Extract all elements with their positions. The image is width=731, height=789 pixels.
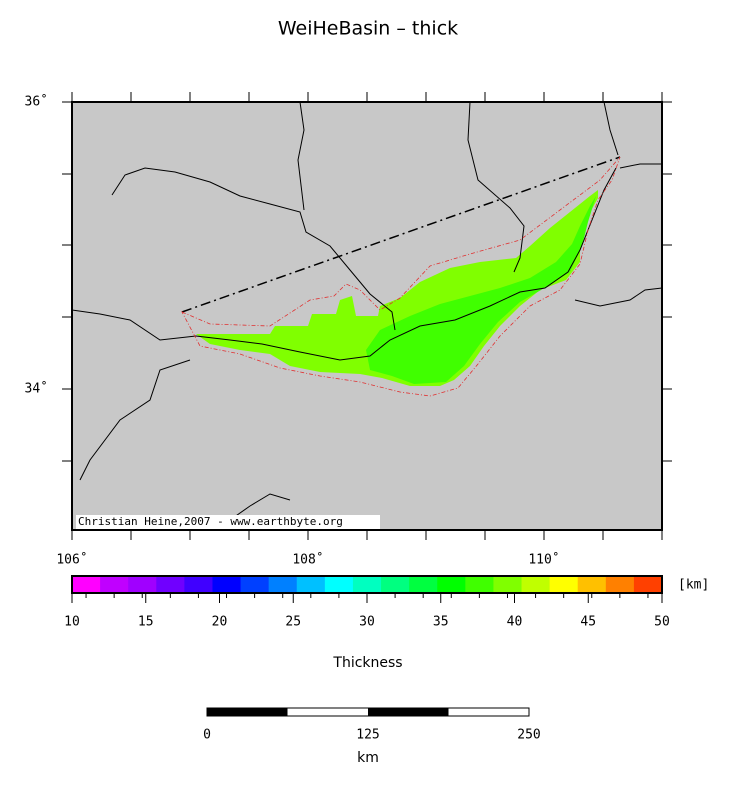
color-swatch bbox=[268, 576, 298, 593]
color-swatch bbox=[352, 576, 382, 593]
colorbar-tick-label: 20 bbox=[212, 615, 228, 630]
color-swatch bbox=[549, 576, 579, 593]
color-swatch bbox=[577, 576, 607, 593]
color-swatch bbox=[521, 576, 551, 593]
basin-thickness bbox=[196, 190, 598, 386]
colorbar-unit: [km] bbox=[678, 578, 709, 593]
lon-label: 108˚ bbox=[292, 552, 323, 568]
scalebar bbox=[206, 707, 530, 717]
colorbar-tick-label: 15 bbox=[138, 615, 154, 630]
color-swatch bbox=[493, 576, 523, 593]
color-swatch bbox=[605, 576, 635, 593]
lon-label: 106˚ bbox=[56, 552, 87, 568]
color-swatch bbox=[100, 576, 129, 593]
colorbar-tick-label: 50 bbox=[654, 615, 670, 630]
title: WeiHeBasin – thick bbox=[278, 18, 458, 40]
tick-marks bbox=[62, 92, 672, 540]
color-swatch bbox=[437, 576, 466, 593]
color-swatch bbox=[212, 576, 242, 593]
frame-ticks bbox=[62, 92, 672, 540]
color-swatch bbox=[409, 576, 438, 593]
scalebar-segment bbox=[207, 708, 288, 716]
color-swatch bbox=[156, 576, 185, 593]
color-swatch bbox=[465, 576, 494, 593]
colorbar-label: Thickness bbox=[332, 655, 402, 671]
scalebar-unit: km bbox=[357, 750, 379, 766]
color-swatch bbox=[240, 576, 270, 593]
scalebar-tick-label: 125 bbox=[356, 728, 379, 743]
color-swatch bbox=[381, 576, 410, 593]
colorbar-tick-label: 35 bbox=[433, 615, 449, 630]
color-swatch bbox=[296, 576, 326, 593]
credit: Christian Heine,2007 - www.earthbyte.org bbox=[78, 515, 343, 528]
colorbar-tick-label: 10 bbox=[64, 615, 80, 630]
scalebar-tick-label: 0 bbox=[203, 728, 211, 743]
colorbar-tick-label: 25 bbox=[285, 615, 301, 630]
colorbar-tick-label: 45 bbox=[580, 615, 596, 630]
lat-label: 34˚ bbox=[25, 381, 48, 397]
color-swatch bbox=[184, 576, 213, 593]
profile-line bbox=[181, 156, 621, 313]
colorbar-tick-label: 30 bbox=[359, 615, 375, 630]
lat-label: 36˚ bbox=[25, 94, 48, 110]
color-swatch bbox=[72, 576, 101, 593]
color-swatch bbox=[633, 576, 663, 593]
basin-outline bbox=[181, 156, 621, 397]
scalebar-tick-label: 250 bbox=[517, 728, 540, 743]
scalebar-segment bbox=[368, 708, 449, 716]
color-swatch bbox=[128, 576, 157, 593]
credit-box bbox=[76, 515, 380, 529]
colorbar-tick-label: 40 bbox=[507, 615, 523, 630]
color-swatch bbox=[324, 576, 354, 593]
lon-label: 110˚ bbox=[528, 552, 559, 568]
